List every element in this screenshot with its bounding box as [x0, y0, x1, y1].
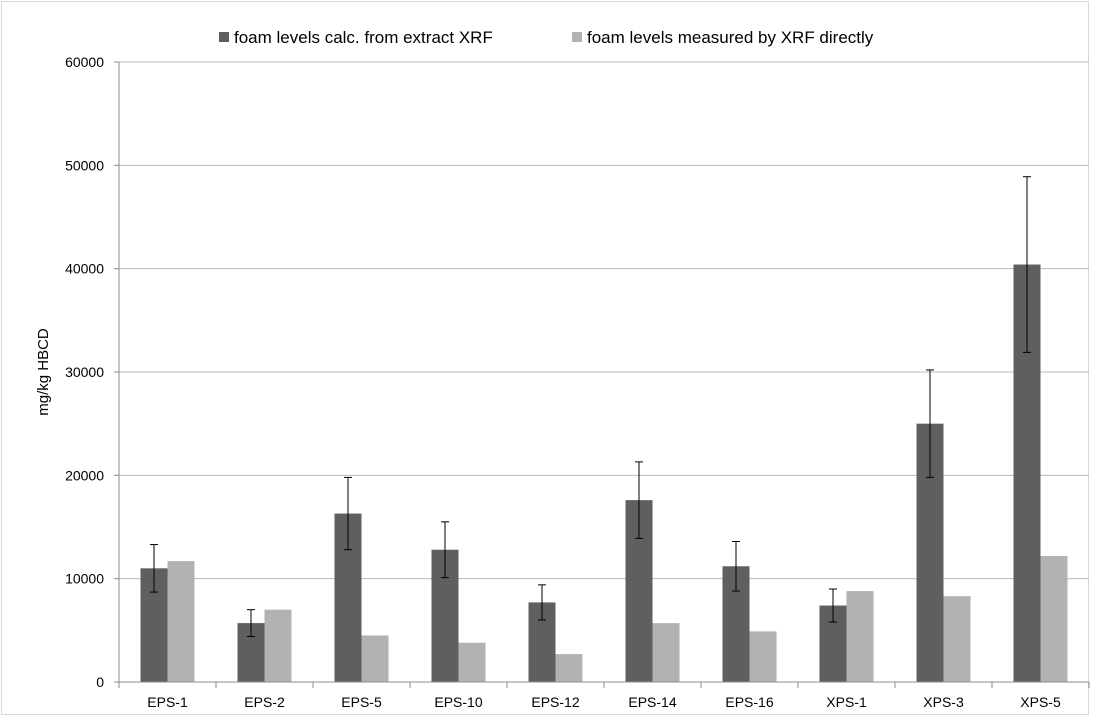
legend: foam levels calc. from extract XRF foam …	[219, 28, 874, 47]
bar-measured-direct-eps-16	[749, 631, 777, 682]
y-tick-label: 30000	[65, 364, 104, 380]
error-bars	[150, 176, 1031, 638]
x-tick-label: EPS-14	[628, 694, 676, 710]
bars	[140, 264, 1068, 682]
x-tick-label: EPS-5	[341, 694, 382, 710]
x-tick-label: EPS-10	[434, 694, 482, 710]
bar-measured-direct-xps-1	[846, 591, 874, 682]
x-tick-label: EPS-1	[147, 694, 188, 710]
x-tick-label: XPS-3	[923, 694, 964, 710]
y-tick-label: 50000	[65, 157, 104, 173]
x-axis-ticks: EPS-1 EPS-2 EPS-5 EPS-10 EPS-12 EPS-14 EPS-16 X…	[147, 694, 1061, 710]
x-tick-label: EPS-12	[531, 694, 579, 710]
bar-measured-direct-eps-5	[361, 635, 389, 682]
x-tick-label: EPS-2	[244, 694, 285, 710]
bar-measured-direct-xps-5	[1040, 555, 1068, 682]
y-axis-ticks: 0 10000 20000 30000 40000 50000 60000	[65, 54, 104, 690]
bar-measured-direct-xps-3	[943, 596, 971, 682]
y-tick-label: 60000	[65, 54, 104, 70]
bar-measured-direct-eps-2	[264, 609, 292, 682]
legend-label-series-1: foam levels calc. from extract XRF	[234, 28, 493, 47]
bar-measured-direct-eps-1	[167, 561, 195, 682]
x-tick-label: XPS-1	[826, 694, 867, 710]
y-tick-label: 0	[96, 674, 104, 690]
bar-measured-direct-eps-14	[652, 623, 680, 682]
bar-measured-direct-eps-10	[458, 642, 486, 682]
x-tick-label: EPS-16	[725, 694, 773, 710]
axes	[114, 61, 1090, 688]
y-tick-label: 10000	[65, 571, 104, 587]
legend-swatch-series-2	[572, 32, 582, 42]
y-tick-label: 20000	[65, 467, 104, 483]
legend-swatch-series-1	[219, 32, 229, 42]
x-tick-label: XPS-5	[1020, 694, 1061, 710]
y-axis-label: mg/kg HBCD	[35, 328, 52, 416]
y-tick-label: 40000	[65, 261, 104, 277]
legend-label-series-2: foam levels measured by XRF directly	[587, 28, 874, 47]
bar-measured-direct-eps-12	[555, 654, 583, 682]
